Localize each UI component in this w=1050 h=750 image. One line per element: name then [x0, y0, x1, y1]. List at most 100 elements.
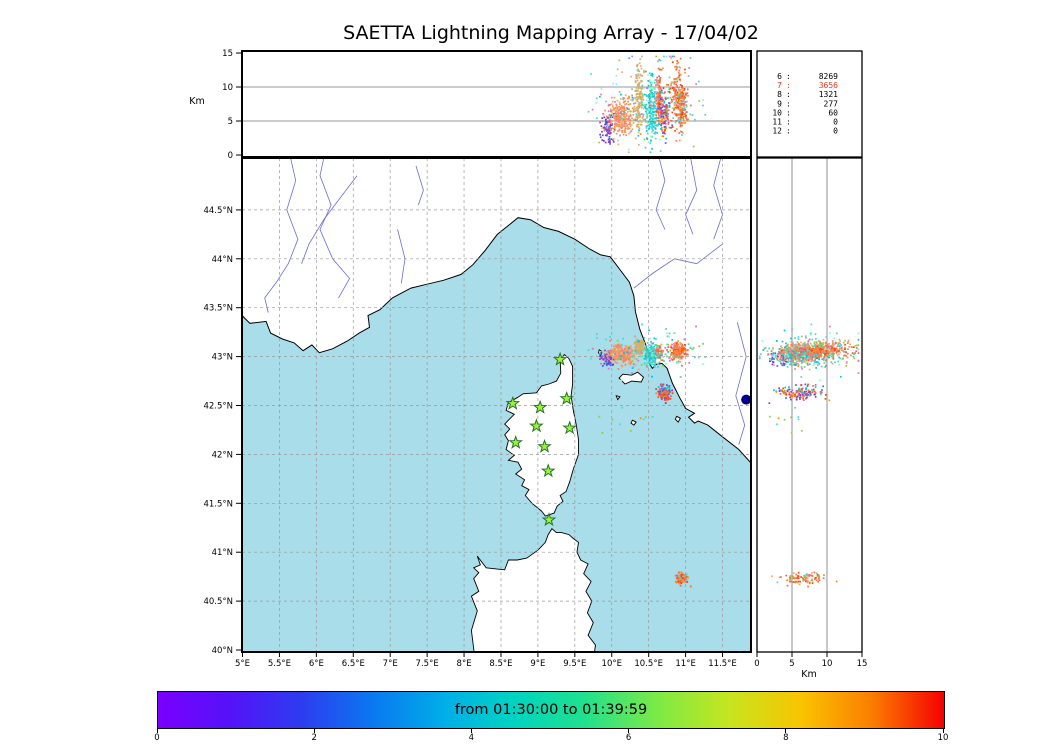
- longitude-tick-label: 11.5°E: [708, 659, 737, 669]
- longitude-tick-label: 6.5°E: [342, 659, 365, 669]
- longitude-tick-label: 8.5°E: [489, 659, 512, 669]
- station-count-colon: :: [786, 108, 791, 117]
- station-count-colon: :: [786, 72, 791, 81]
- colorbar-tick-label: 4: [468, 733, 475, 743]
- colorbar-tick: [156, 729, 158, 733]
- latitude-tick-label: 44°N: [212, 255, 233, 265]
- longitude-tick-label: 5.5°E: [268, 659, 291, 669]
- station-count-level: 8: [777, 90, 782, 99]
- lma-station-star: [562, 420, 578, 435]
- colorbar-tick: [470, 729, 472, 733]
- altitude-axis-label-left: Km: [189, 96, 204, 107]
- longitude-tick-label: 9°E: [530, 659, 545, 669]
- station-count-colon: :: [786, 118, 791, 127]
- colorbar-tick-label: 6: [625, 733, 632, 743]
- latitude-tick-label: 42°N: [212, 450, 233, 460]
- station-count-level: 9: [777, 99, 782, 108]
- longitude-tick-label: 7.5°E: [416, 659, 439, 669]
- longitude-tick-label: 10°E: [602, 659, 622, 669]
- altitude-tick-label-right: 5: [789, 659, 794, 669]
- longitude-tick-label: 8°E: [457, 659, 472, 669]
- colorbar-tick: [628, 729, 630, 733]
- map-lightning-points: [587, 323, 707, 588]
- colorbar-tick: [942, 729, 944, 733]
- altitude-axis-label-right: Km: [801, 669, 816, 680]
- river: [415, 165, 424, 206]
- chart-title: SAETTA Lightning Mapping Array - 17/04/0…: [343, 22, 759, 44]
- lma-station-star: [559, 391, 575, 405]
- colorbar-label: from 01:30:00 to 01:39:59: [454, 702, 648, 718]
- colorbar-tick-label: 0: [154, 733, 160, 743]
- coastline-giglio: [674, 415, 682, 423]
- altitude-tick-label-right: 0: [754, 659, 759, 669]
- station-count-value: 0: [833, 118, 838, 127]
- station-count-colon: :: [786, 90, 791, 99]
- coastline-sardinia: [470, 528, 596, 652]
- station-count-colon: :: [786, 99, 791, 108]
- station-count-level: 12: [772, 127, 782, 136]
- station-count-value: 1321: [819, 90, 838, 99]
- river: [319, 158, 351, 299]
- station-count-value: 60: [828, 108, 838, 117]
- station-count-level: 11: [772, 118, 782, 127]
- colorbar-tick: [785, 729, 787, 733]
- longitude-altitude-points: [587, 55, 707, 154]
- altitude-tick-label: 15: [222, 49, 233, 59]
- lma-station-star: [552, 351, 568, 366]
- lma-station-star: [537, 438, 552, 453]
- river: [264, 158, 299, 313]
- station-count-colon: :: [786, 127, 791, 136]
- station-count-value: 0: [833, 127, 838, 136]
- latitude-tick-label: 42.5°N: [203, 402, 233, 412]
- lma-station-star: [532, 399, 548, 414]
- station-count-level: 7: [777, 81, 782, 90]
- longitude-tick-label: 5°E: [235, 659, 250, 669]
- map-markers: [505, 351, 751, 527]
- river: [685, 158, 698, 235]
- longitude-tick-label: 9.5°E: [563, 659, 586, 669]
- lma-station-star: [540, 463, 556, 478]
- colorbar-tick-label: 2: [311, 733, 317, 743]
- lma-station-star: [505, 395, 521, 410]
- station-count-value: 8269: [819, 72, 838, 81]
- coastline-pianosa: [615, 395, 621, 401]
- lma-station-star: [529, 418, 544, 433]
- latitude-altitude-panel: [791, 158, 828, 652]
- time-colorbar: from 01:30:00 to 01:39:59: [157, 691, 945, 729]
- latitude-tick-label: 44.5°N: [203, 206, 233, 216]
- coastline-elba: [618, 371, 645, 385]
- altitude-tick-label-right: 15: [857, 659, 868, 669]
- station-count-level: 10: [772, 108, 782, 117]
- lma-station-star: [508, 435, 524, 449]
- stats-panel-border: [756, 50, 863, 158]
- river: [713, 158, 723, 240]
- station-count-value: 3656: [819, 81, 838, 90]
- colorbar-tick: [313, 729, 315, 733]
- longitude-tick-label: 7°E: [383, 659, 398, 669]
- river: [655, 158, 666, 230]
- latitude-altitude-points: [758, 323, 860, 588]
- altitude-tick-label: 0: [228, 151, 233, 161]
- dark-blue-dot-marker: [741, 394, 751, 405]
- colorbar-tick-label: 10: [937, 733, 949, 743]
- latitude-tick-label: 41.5°N: [203, 499, 233, 509]
- altitude-tick-label: 5: [228, 117, 233, 127]
- longitude-tick-label: 11°E: [675, 659, 695, 669]
- station-count-value: 277: [824, 99, 839, 108]
- map-panel: [242, 158, 751, 652]
- latitude-tick-label: 43.5°N: [203, 304, 233, 314]
- river: [301, 175, 358, 264]
- altitude-tick-label: 10: [222, 83, 233, 93]
- latitude-tick-label: 41°N: [212, 548, 233, 558]
- coastline-corsica: [504, 353, 579, 517]
- colorbar-tick-label: 8: [783, 733, 789, 743]
- station-count-colon: :: [786, 81, 791, 90]
- latitude-tick-label: 40.5°N: [203, 597, 233, 607]
- coastline-montecristo: [630, 419, 637, 426]
- station-count-level: 6: [777, 72, 782, 81]
- longitude-tick-label: 6°E: [309, 659, 324, 669]
- lma-station-star: [541, 512, 557, 527]
- latitude-tick-label: 43°N: [212, 353, 233, 363]
